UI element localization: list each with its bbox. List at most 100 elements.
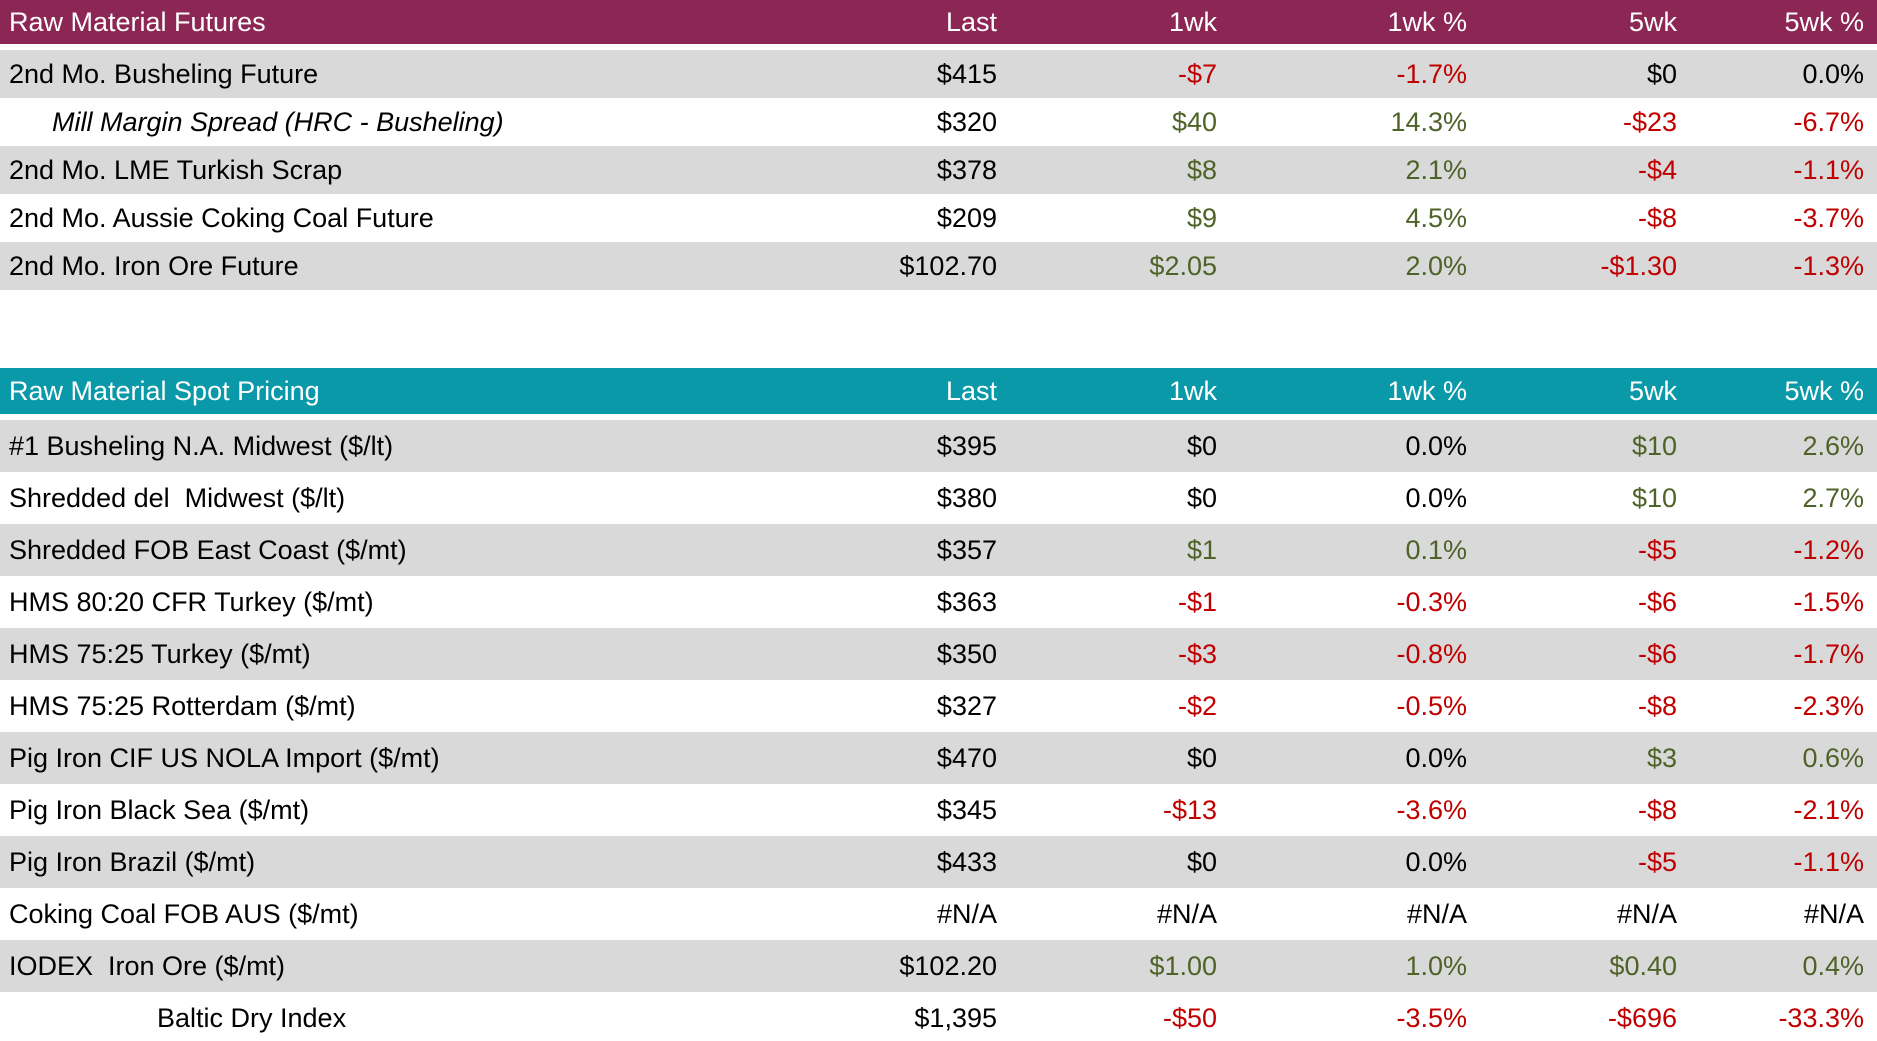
table-title: Raw Material Spot Pricing (9, 375, 320, 406)
cell-5wk: 0.6% (1802, 742, 1864, 773)
column-header-5wk: 5wk (1628, 375, 1677, 406)
column-header-last: Last (945, 6, 997, 37)
cell-1wk: 2.0% (1405, 250, 1467, 281)
row-label: 2nd Mo. Aussie Coking Coal Future (9, 202, 434, 233)
cell-1wk: $1 (1186, 534, 1217, 565)
column-header-5wk: 5wk % (1784, 6, 1864, 37)
row-label: 2nd Mo. Busheling Future (9, 58, 319, 89)
table-row: Shredded FOB East Coast ($/mt) $357 $1 0.1%… (0, 524, 1877, 576)
table-header-row: Raw Material Spot Pricing Last 1wk 1wk % 5wk… (0, 368, 1877, 414)
table-row: 2nd Mo. Aussie Coking Coal Future $209 $9 4… (0, 194, 1877, 242)
cell-last: $327 (936, 690, 997, 721)
cell-1wk: $0 (1186, 742, 1217, 773)
cell-5wk: -$4 (1637, 154, 1677, 185)
column-header-1wk: 1wk (1168, 6, 1217, 37)
cell-1wk: $9 (1186, 202, 1217, 233)
row-label: HMS 80:20 CFR Turkey ($/mt) (9, 586, 374, 617)
cell-last: $209 (936, 202, 997, 233)
cell-5wk: -$696 (1607, 1002, 1677, 1033)
table-row: 2nd Mo. Busheling Future $415 -$7 -1.7% $0 0.… (0, 50, 1877, 98)
cell-5wk: #N/A (1616, 898, 1677, 929)
cell-last: $350 (936, 638, 997, 669)
cell-last: $357 (936, 534, 997, 565)
cell-1wk: 0.0% (1405, 742, 1467, 773)
cell-1wk: 14.3% (1390, 106, 1467, 137)
cell-5wk: -33.3% (1778, 1002, 1864, 1033)
cell-1wk: 0.0% (1405, 430, 1467, 461)
cell-1wk: $0 (1186, 482, 1217, 513)
cell-5wk: $3 (1646, 742, 1677, 773)
table-row: Coking Coal FOB AUS ($/mt) #N/A #N/A #N/A #N… (0, 888, 1877, 940)
table-row: Shredded del Midwest ($/lt) $380 $0 0.0% $10… (0, 472, 1877, 524)
cell-5wk: -6.7% (1793, 106, 1864, 137)
cell-last: $320 (936, 106, 997, 137)
row-label: 2nd Mo. Iron Ore Future (9, 250, 299, 281)
row-label: Coking Coal FOB AUS ($/mt) (9, 898, 359, 929)
cell-5wk: -1.5% (1793, 586, 1864, 617)
cell-1wk: -0.3% (1396, 586, 1467, 617)
cell-last: $433 (936, 846, 997, 877)
row-label: Shredded del Midwest ($/lt) (9, 482, 346, 513)
cell-1wk: $40 (1171, 106, 1217, 137)
cell-5wk: -$6 (1637, 586, 1677, 617)
cell-last: $378 (936, 154, 997, 185)
table-row: Baltic Dry Index $1,395 -$50 -3.5% -$696 -33.… (0, 992, 1877, 1041)
cell-1wk: -$1 (1177, 586, 1217, 617)
table-row: IODEX Iron Ore ($/mt) $102.20 $1.00 1.0% $0.… (0, 940, 1877, 992)
cell-5wk: -2.1% (1793, 794, 1864, 825)
table-row: HMS 75:25 Rotterdam ($/mt) $327 -$2 -0.5% -$… (0, 680, 1877, 732)
column-header-1wk: 1wk % (1387, 6, 1467, 37)
cell-last: $363 (936, 586, 997, 617)
cell-1wk: -$3 (1177, 638, 1217, 669)
cell-5wk: -2.3% (1793, 690, 1864, 721)
cell-last: $102.20 (899, 950, 997, 981)
table-row: Pig Iron CIF US NOLA Import ($/mt) $470 $0… (0, 732, 1877, 784)
cell-last: $415 (936, 58, 997, 89)
cell-1wk: -0.5% (1396, 690, 1467, 721)
row-label: Pig Iron Black Sea ($/mt) (9, 794, 310, 825)
cell-5wk: -1.7% (1793, 638, 1864, 669)
table-row: HMS 80:20 CFR Turkey ($/mt) $363 -$1 -0.3% -… (0, 576, 1877, 628)
cell-1wk: $0 (1186, 846, 1217, 877)
row-label: Pig Iron CIF US NOLA Import ($/mt) (9, 742, 440, 773)
cell-1wk: 4.5% (1405, 202, 1467, 233)
table-row: Pig Iron Brazil ($/mt) $433 $0 0.0% -$5 -1.1% (0, 836, 1877, 888)
cell-last: $380 (936, 482, 997, 513)
raw-material-futures-table: Raw Material Futures Last 1wk 1wk % 5wk 5wk %… (0, 0, 1877, 290)
table-header-row: Raw Material Futures Last 1wk 1wk % 5wk 5wk % (0, 0, 1877, 44)
cell-1wk: -$50 (1162, 1002, 1217, 1033)
cell-5wk: -$8 (1637, 690, 1677, 721)
cell-5wk: -$5 (1637, 846, 1677, 877)
cell-1wk: 0.0% (1405, 482, 1467, 513)
table-row: 2nd Mo. Iron Ore Future $102.70 $2.05 2.0% -… (0, 242, 1877, 290)
cell-5wk: #N/A (1803, 898, 1864, 929)
cell-5wk: $10 (1631, 430, 1677, 461)
column-header-5wk: 5wk % (1784, 375, 1864, 406)
cell-5wk: -1.1% (1793, 154, 1864, 185)
cell-1wk: $1.00 (1149, 950, 1217, 981)
cell-1wk: 1.0% (1405, 950, 1467, 981)
raw-material-spot-pricing-table: Raw Material Spot Pricing Last 1wk 1wk % 5wk… (0, 368, 1877, 1041)
cell-5wk: -1.2% (1793, 534, 1864, 565)
cell-5wk: 0.0% (1802, 58, 1864, 89)
table-row: Mill Margin Spread (HRC - Busheling) $320… (0, 98, 1877, 146)
column-header-5wk: 5wk (1628, 6, 1677, 37)
row-label: Shredded FOB East Coast ($/mt) (9, 534, 407, 565)
cell-1wk: $8 (1186, 154, 1217, 185)
table-row: HMS 75:25 Turkey ($/mt) $350 -$3 -0.8% -$6 -1… (0, 628, 1877, 680)
cell-last: $395 (936, 430, 997, 461)
cell-5wk: -$8 (1637, 794, 1677, 825)
cell-5wk: $0 (1646, 58, 1677, 89)
table-title: Raw Material Futures (9, 6, 266, 37)
cell-5wk: -$6 (1637, 638, 1677, 669)
cell-1wk: -0.8% (1396, 638, 1467, 669)
cell-5wk: -1.3% (1793, 250, 1864, 281)
cell-last: $470 (936, 742, 997, 773)
row-label: Pig Iron Brazil ($/mt) (9, 846, 256, 877)
cell-1wk: -3.6% (1396, 794, 1467, 825)
cell-5wk: -$23 (1622, 106, 1677, 137)
row-label: HMS 75:25 Turkey ($/mt) (9, 638, 311, 669)
cell-1wk: #N/A (1156, 898, 1217, 929)
cell-1wk: 0.0% (1405, 846, 1467, 877)
